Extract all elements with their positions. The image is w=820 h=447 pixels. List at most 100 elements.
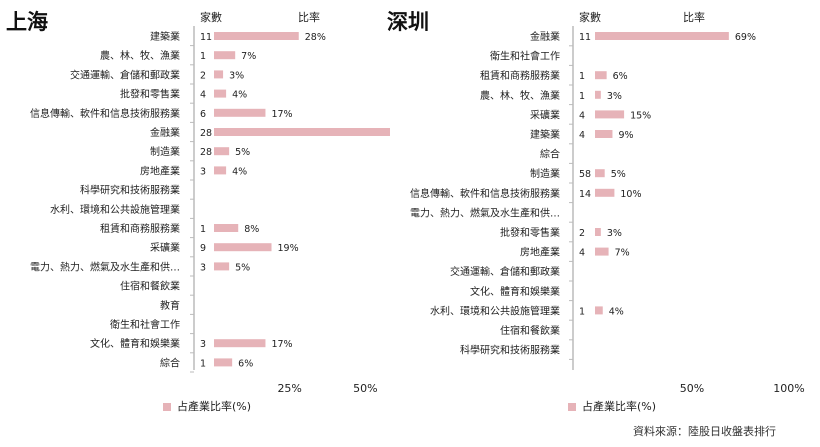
category-label: 住宿和餐飲業 bbox=[500, 324, 560, 337]
count-value: 1 bbox=[579, 91, 585, 102]
bar bbox=[214, 108, 266, 117]
category-label: 信息傳輸、軟件和信息技術服務業 bbox=[30, 107, 180, 120]
category-label: 批發和零售業 bbox=[120, 88, 180, 101]
bar bbox=[595, 90, 601, 99]
bar bbox=[214, 358, 233, 367]
category-label: 金融業 bbox=[530, 30, 560, 43]
data-label: 9% bbox=[618, 130, 633, 141]
count-value: 14 bbox=[579, 189, 591, 200]
count-value: 28 bbox=[200, 128, 212, 139]
category-label: 采礦業 bbox=[530, 108, 560, 121]
category-label: 建築業 bbox=[150, 30, 180, 43]
category-label: 金融業 bbox=[150, 126, 180, 139]
count-value: 1 bbox=[200, 224, 206, 235]
ratio-header: 比率 bbox=[298, 10, 320, 24]
ratio-header: 比率 bbox=[683, 10, 705, 24]
bar bbox=[595, 130, 613, 138]
category-label: 批發和零售業 bbox=[500, 226, 560, 239]
bar bbox=[595, 32, 729, 40]
count-value: 28 bbox=[200, 147, 212, 158]
data-label: 6% bbox=[238, 358, 253, 369]
bar bbox=[214, 243, 272, 252]
bar bbox=[214, 70, 224, 79]
shenzhen-title: 深圳 bbox=[387, 10, 429, 34]
count-value: 11 bbox=[579, 32, 591, 43]
data-label: 4% bbox=[232, 166, 247, 177]
data-label: 3% bbox=[607, 228, 622, 239]
category-label: 農、林、牧、漁業 bbox=[480, 89, 560, 102]
count-value: 11 bbox=[200, 32, 212, 43]
category-label: 綜合 bbox=[160, 356, 180, 369]
data-label: 69% bbox=[735, 32, 756, 43]
category-label: 電力、熱力、燃氣及水生產和供… bbox=[410, 206, 560, 219]
category-label: 制造業 bbox=[150, 145, 180, 158]
bar bbox=[595, 306, 603, 315]
x-tick-label: 100% bbox=[773, 382, 804, 395]
data-label: 7% bbox=[615, 248, 630, 259]
bar bbox=[214, 51, 236, 60]
count-value: 1 bbox=[579, 306, 585, 317]
category-label: 房地產業 bbox=[520, 246, 560, 259]
category-label: 科學研究和技術服務業 bbox=[80, 184, 180, 197]
data-label: 7% bbox=[241, 51, 256, 62]
count-value: 1 bbox=[200, 51, 206, 62]
bar bbox=[214, 262, 230, 271]
category-label: 租賃和商務服務業 bbox=[100, 222, 180, 235]
bar bbox=[595, 169, 605, 178]
bar bbox=[214, 147, 230, 156]
category-label: 房地產業 bbox=[140, 164, 180, 177]
count-value: 3 bbox=[200, 262, 206, 273]
data-label: 4% bbox=[609, 306, 624, 317]
data-label: 5% bbox=[611, 169, 626, 180]
count-value: 4 bbox=[579, 248, 585, 259]
x-tick-label: 50% bbox=[680, 382, 704, 395]
category-label: 教育 bbox=[160, 299, 180, 312]
legend-swatch bbox=[568, 403, 576, 411]
count-value: 2 bbox=[200, 70, 206, 81]
x-tick-label: 50% bbox=[353, 382, 377, 395]
data-label: 15% bbox=[630, 110, 651, 121]
legend-label: 占產業比率(%) bbox=[177, 399, 251, 413]
data-label: 8% bbox=[244, 224, 259, 235]
category-label: 交通運輸、倉儲和郵政業 bbox=[450, 265, 560, 278]
count-value: 4 bbox=[579, 110, 585, 121]
source-note: 資料來源：陸股日收盤表排行 bbox=[633, 425, 776, 438]
bar bbox=[595, 71, 607, 80]
count-header: 家數 bbox=[200, 10, 222, 24]
category-label: 衛生和社會工作 bbox=[490, 50, 560, 63]
category-label: 采礦業 bbox=[150, 241, 180, 254]
category-label: 交通運輸、倉儲和郵政業 bbox=[70, 68, 180, 81]
bar bbox=[214, 339, 266, 348]
category-label: 衛生和社會工作 bbox=[110, 318, 180, 331]
shanghai-title: 上海 bbox=[6, 10, 48, 34]
data-label: 5% bbox=[235, 147, 250, 158]
category-label: 水利、環境和公共設施管理業 bbox=[430, 304, 560, 317]
data-label: 28% bbox=[305, 32, 326, 43]
category-label: 科學研究和技術服務業 bbox=[460, 344, 560, 357]
count-value: 9 bbox=[200, 243, 206, 254]
data-label: 17% bbox=[271, 339, 292, 350]
category-label: 文化、體育和娛樂業 bbox=[470, 285, 560, 298]
category-label: 租賃和商務服務業 bbox=[480, 69, 560, 82]
data-label: 10% bbox=[620, 189, 641, 200]
legend-label: 占產業比率(%) bbox=[582, 399, 656, 413]
bar bbox=[214, 128, 390, 136]
count-header: 家數 bbox=[579, 10, 601, 24]
bar bbox=[214, 32, 299, 40]
bar bbox=[595, 188, 615, 197]
count-value: 1 bbox=[200, 358, 206, 369]
category-label: 農、林、牧、漁業 bbox=[100, 49, 180, 62]
category-label: 綜合 bbox=[540, 148, 560, 161]
category-label: 文化、體育和娛樂業 bbox=[90, 337, 180, 350]
bar bbox=[214, 89, 227, 98]
count-value: 4 bbox=[579, 130, 585, 141]
category-label: 信息傳輸、軟件和信息技術服務業 bbox=[410, 187, 560, 200]
legend-swatch bbox=[163, 403, 171, 411]
data-label: 19% bbox=[278, 243, 299, 254]
bar bbox=[595, 228, 601, 236]
data-label: 4% bbox=[232, 90, 247, 101]
data-label: 5% bbox=[235, 262, 250, 273]
category-label: 水利、環境和公共設施管理業 bbox=[50, 203, 180, 216]
